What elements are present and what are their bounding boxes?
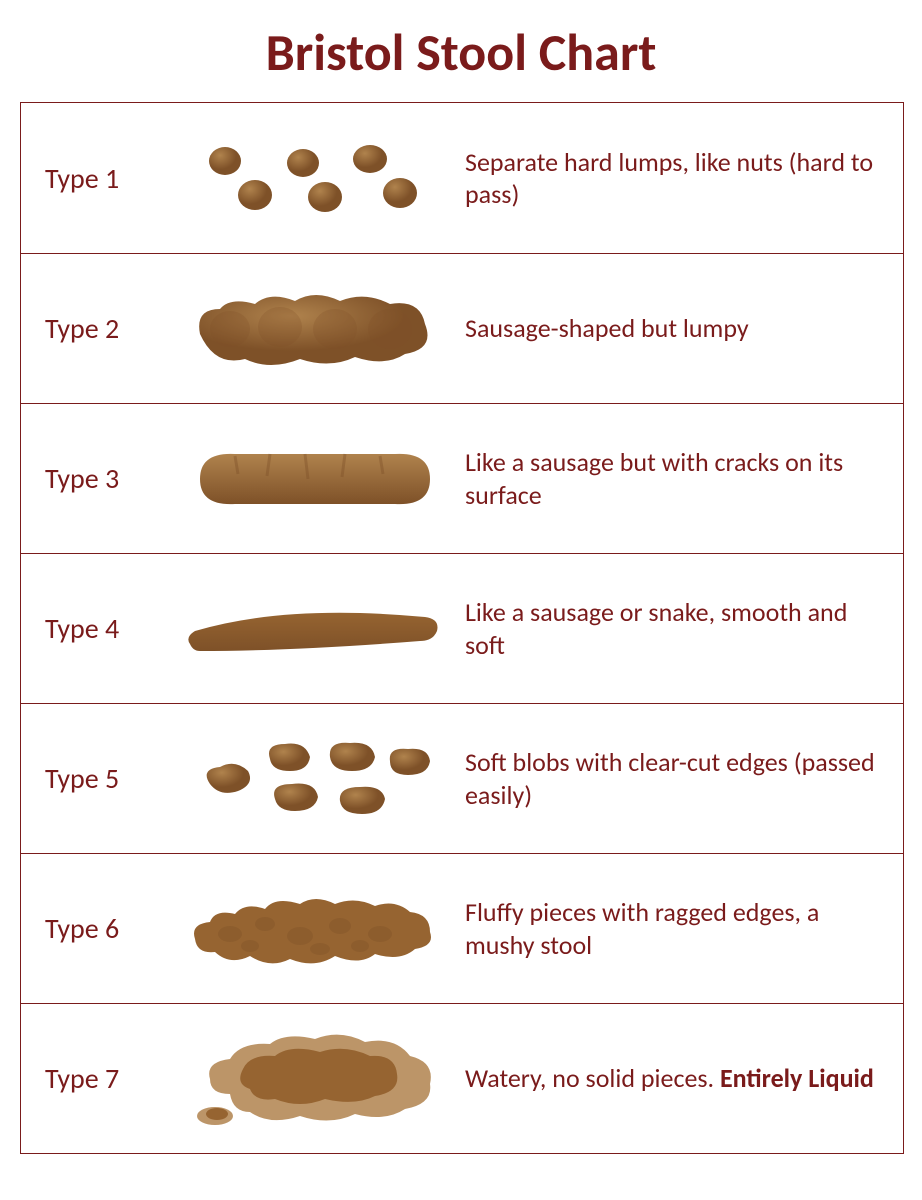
desc-text: Separate hard lumps, like nuts (hard to … [465,146,873,211]
table-row: Type 5 Soft blobs with clear-cut edges (… [21,703,903,853]
type-description: Soft blobs with clear-cut edges (passed … [455,746,879,811]
desc-text: Like a sausage or snake, smooth and soft [465,596,847,661]
type-label: Type 3 [45,461,175,496]
stool-illustration-smooth-sausage [175,589,455,669]
type-description: Watery, no solid pieces. Entirely Liquid [455,1062,879,1095]
type-description: Like a sausage or snake, smooth and soft [455,596,879,661]
table-row: Type 6 Fluffy pieces with ragged edges, … [21,853,903,1003]
table-row: Type 4 Like a sausage or snake, smooth a… [21,553,903,703]
stool-illustration-lumpy-sausage [175,279,455,379]
type-label: Type 2 [45,311,175,346]
table-row: Type 1 Separate hard lumps, like nuts (h… [21,103,903,253]
type-label: Type 1 [45,161,175,196]
page-title: Bristol Stool Chart [20,20,902,84]
table-row: Type 2 Sausage-shaped but lumpy [21,253,903,403]
desc-text: Soft blobs with clear-cut edges (passed … [465,746,875,811]
type-label: Type 7 [45,1061,175,1096]
desc-text: Sausage-shaped but lumpy [465,312,749,344]
type-description: Fluffy pieces with ragged edges, a mushy… [455,896,879,961]
type-label: Type 4 [45,611,175,646]
desc-text: Fluffy pieces with ragged edges, a mushy… [465,896,819,961]
desc-text: Watery, no solid pieces. [465,1062,720,1094]
type-description: Sausage-shaped but lumpy [455,312,879,345]
table-row: Type 3 Like a sausage but with cracks on… [21,403,903,553]
type-label: Type 6 [45,911,175,946]
stool-chart-table: Type 1 Separate hard lumps, like nuts (h… [20,102,904,1154]
type-description: Like a sausage but with cracks on its su… [455,446,879,511]
desc-text: Like a sausage but with cracks on its su… [465,446,843,511]
stool-illustration-lumps [175,133,455,223]
table-row: Type 7 Watery, no solid pieces. Entirely… [21,1003,903,1153]
stool-illustration-blobs [175,729,455,829]
stool-illustration-mushy [175,884,455,974]
stool-illustration-liquid [175,1024,455,1134]
type-description: Separate hard lumps, like nuts (hard to … [455,146,879,211]
stool-illustration-cracked-sausage [175,434,455,524]
type-label: Type 5 [45,761,175,796]
desc-bold: Entirely Liquid [720,1062,874,1094]
